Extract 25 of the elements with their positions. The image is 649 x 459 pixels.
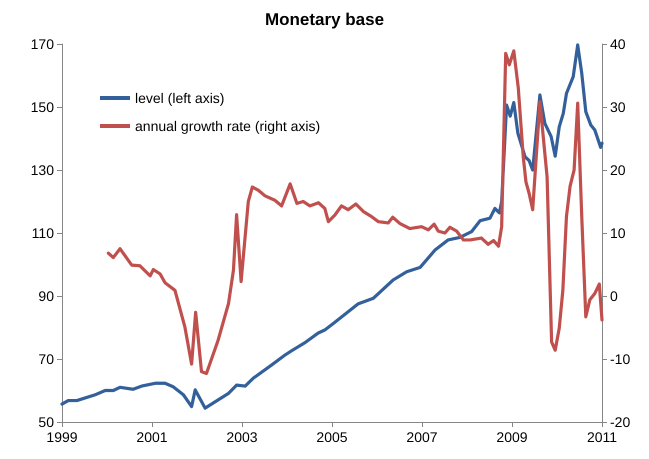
y-tick-label: 70 xyxy=(38,351,54,367)
x-tick-label: 2003 xyxy=(226,429,258,445)
y-tick-label: 90 xyxy=(38,288,54,304)
y2-tick-label: -10 xyxy=(610,351,630,367)
y-tick-label: 130 xyxy=(30,162,54,178)
legend-label: level (left axis) xyxy=(135,90,224,106)
y2-tick-label: 0 xyxy=(610,288,618,304)
x-tick-label: 2011 xyxy=(586,429,618,445)
y2-tick-label: 10 xyxy=(610,225,626,241)
legend-label: annual growth rate (right axis) xyxy=(135,118,320,134)
x-tick-label: 2007 xyxy=(406,429,438,445)
x-tick-label: 2001 xyxy=(136,429,168,445)
y2-tick-label: 30 xyxy=(610,99,626,115)
chart-title: Monetary base xyxy=(264,10,384,29)
x-tick-label: 2009 xyxy=(496,429,528,445)
y2-tick-label: 20 xyxy=(610,162,626,178)
y-tick-label: 150 xyxy=(30,99,54,115)
x-tick-label: 1999 xyxy=(46,429,78,445)
line-series xyxy=(106,49,604,376)
y-tick-label: 170 xyxy=(30,36,54,52)
y-tick-label: 110 xyxy=(32,225,54,241)
y2-tick-label: 40 xyxy=(610,36,626,52)
x-tick-label: 2005 xyxy=(316,429,348,445)
y2-tick-label: -20 xyxy=(610,414,630,430)
y-tick-label: 50 xyxy=(38,414,54,430)
